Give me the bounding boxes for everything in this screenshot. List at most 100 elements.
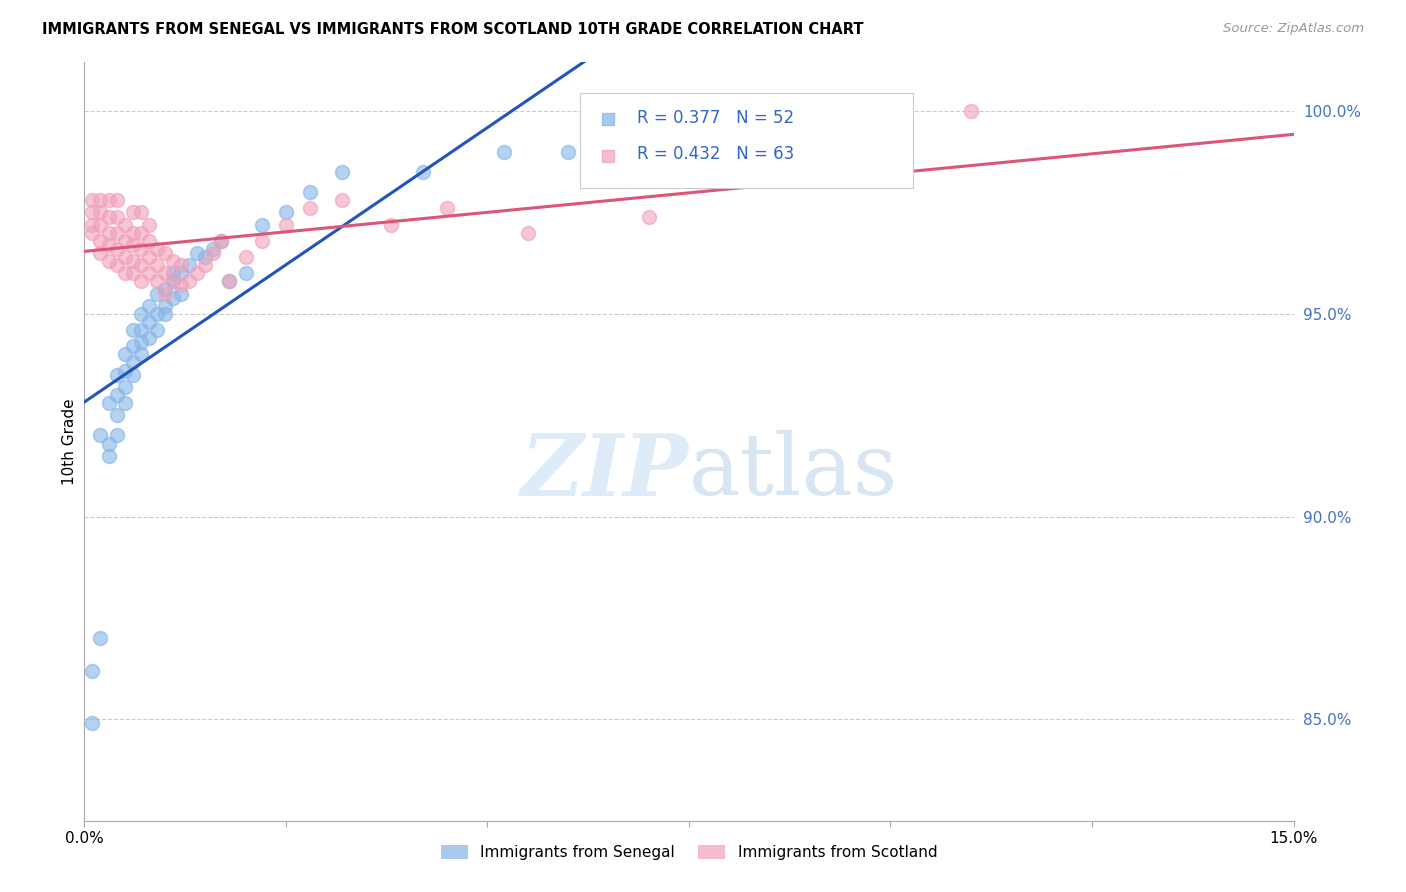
Point: [146, 286, 169, 301]
Point: [89, 631, 111, 645]
Point: [114, 266, 136, 280]
Point: [218, 274, 240, 288]
Point: [960, 104, 983, 119]
Point: [105, 368, 128, 382]
Point: [179, 258, 201, 272]
Point: [129, 258, 152, 272]
Point: [121, 355, 143, 369]
Point: [170, 266, 193, 280]
Point: [97, 436, 120, 450]
Point: [138, 250, 160, 264]
Point: [121, 368, 143, 382]
Point: [97, 254, 120, 268]
Point: [162, 291, 184, 305]
Point: [186, 266, 208, 280]
Point: [114, 218, 136, 232]
Point: [250, 218, 273, 232]
Point: [121, 205, 143, 219]
Point: [97, 396, 120, 410]
Point: [121, 238, 143, 252]
Point: [114, 234, 136, 248]
Point: [129, 242, 152, 256]
Point: [557, 145, 579, 159]
Point: [89, 205, 111, 219]
Point: [138, 315, 160, 329]
Point: [330, 165, 353, 179]
Point: [194, 258, 217, 272]
Point: [153, 286, 176, 301]
Point: [153, 299, 176, 313]
Point: [105, 242, 128, 256]
Point: [162, 254, 184, 268]
Point: [114, 363, 136, 377]
Point: [105, 428, 128, 442]
Point: [138, 266, 160, 280]
Point: [97, 238, 120, 252]
Point: [194, 250, 217, 264]
Point: [89, 428, 111, 442]
Point: [153, 307, 176, 321]
Point: [114, 380, 136, 394]
Point: [105, 388, 128, 402]
Legend: Immigrants from Senegal, Immigrants from Scotland: Immigrants from Senegal, Immigrants from…: [434, 838, 943, 866]
Point: [170, 286, 193, 301]
Point: [146, 307, 169, 321]
Point: [105, 210, 128, 224]
Point: [97, 226, 120, 240]
Point: [186, 246, 208, 260]
Point: [412, 165, 434, 179]
Point: [146, 258, 169, 272]
Point: [274, 218, 297, 232]
Point: [436, 202, 458, 216]
Point: [97, 449, 120, 463]
Point: [121, 339, 143, 353]
Point: [121, 226, 143, 240]
Point: [146, 274, 169, 288]
Point: [114, 250, 136, 264]
Point: [129, 205, 152, 219]
Y-axis label: 10th Grade: 10th Grade: [62, 398, 77, 485]
Point: [129, 307, 152, 321]
Point: [89, 194, 111, 208]
Point: [235, 250, 257, 264]
Point: [330, 194, 353, 208]
Point: [82, 218, 104, 232]
Point: [138, 218, 160, 232]
Point: [380, 218, 402, 232]
Point: [516, 226, 538, 240]
Point: [89, 246, 111, 260]
Point: [153, 283, 176, 297]
Point: [179, 274, 201, 288]
Point: [129, 274, 152, 288]
Point: [678, 124, 700, 138]
Point: [97, 194, 120, 208]
Point: [146, 323, 169, 337]
Point: [89, 218, 111, 232]
Point: [129, 347, 152, 361]
Point: [209, 234, 232, 248]
Point: [105, 258, 128, 272]
Point: [121, 266, 143, 280]
Point: [162, 266, 184, 280]
Point: [202, 246, 225, 260]
Point: [637, 210, 659, 224]
Point: [146, 242, 169, 256]
Point: [250, 234, 273, 248]
Point: [105, 408, 128, 422]
Point: [105, 226, 128, 240]
Point: [82, 226, 104, 240]
Point: [114, 396, 136, 410]
Point: [129, 335, 152, 350]
Point: [299, 202, 322, 216]
Point: [153, 246, 176, 260]
Point: [138, 234, 160, 248]
Point: [162, 274, 184, 288]
Point: [97, 210, 120, 224]
Point: [209, 234, 232, 248]
FancyBboxPatch shape: [581, 93, 912, 187]
Point: [114, 347, 136, 361]
Text: R = 0.432   N = 63: R = 0.432 N = 63: [637, 145, 794, 163]
Point: [82, 205, 104, 219]
Point: [129, 226, 152, 240]
Point: [274, 205, 297, 219]
